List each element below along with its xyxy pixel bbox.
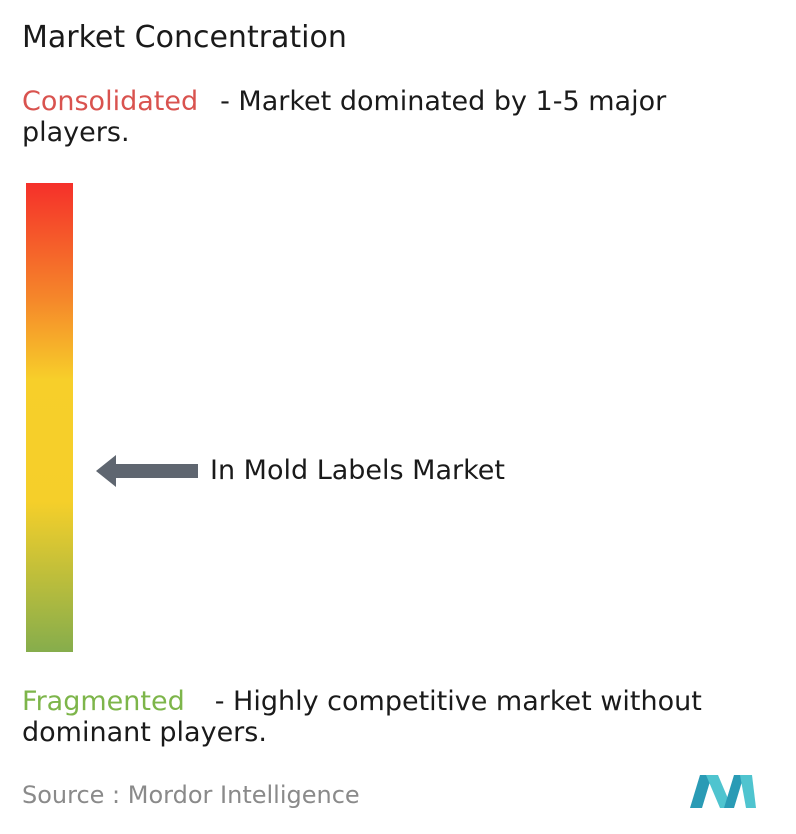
consolidated-description: - Market dominated by 1-5 major players. [22,86,667,148]
logo [690,775,756,808]
arrow [96,455,198,487]
consolidated-label: Consolidated [22,86,199,117]
fragmented-legend: Fragmented - Highly competitive market wi… [22,686,792,748]
fragmented-description: - Highly competitive market without domi… [22,686,702,748]
consolidated-legend: Consolidated - Market dominated by 1-5 ma… [22,86,767,148]
source: Source : Mordor Intelligence [22,781,360,809]
title: Market Concentration [22,20,347,55]
concentration-scale [26,183,73,652]
fragmented-label: Fragmented [22,686,185,717]
marker-label: In Mold Labels Market [210,455,505,486]
